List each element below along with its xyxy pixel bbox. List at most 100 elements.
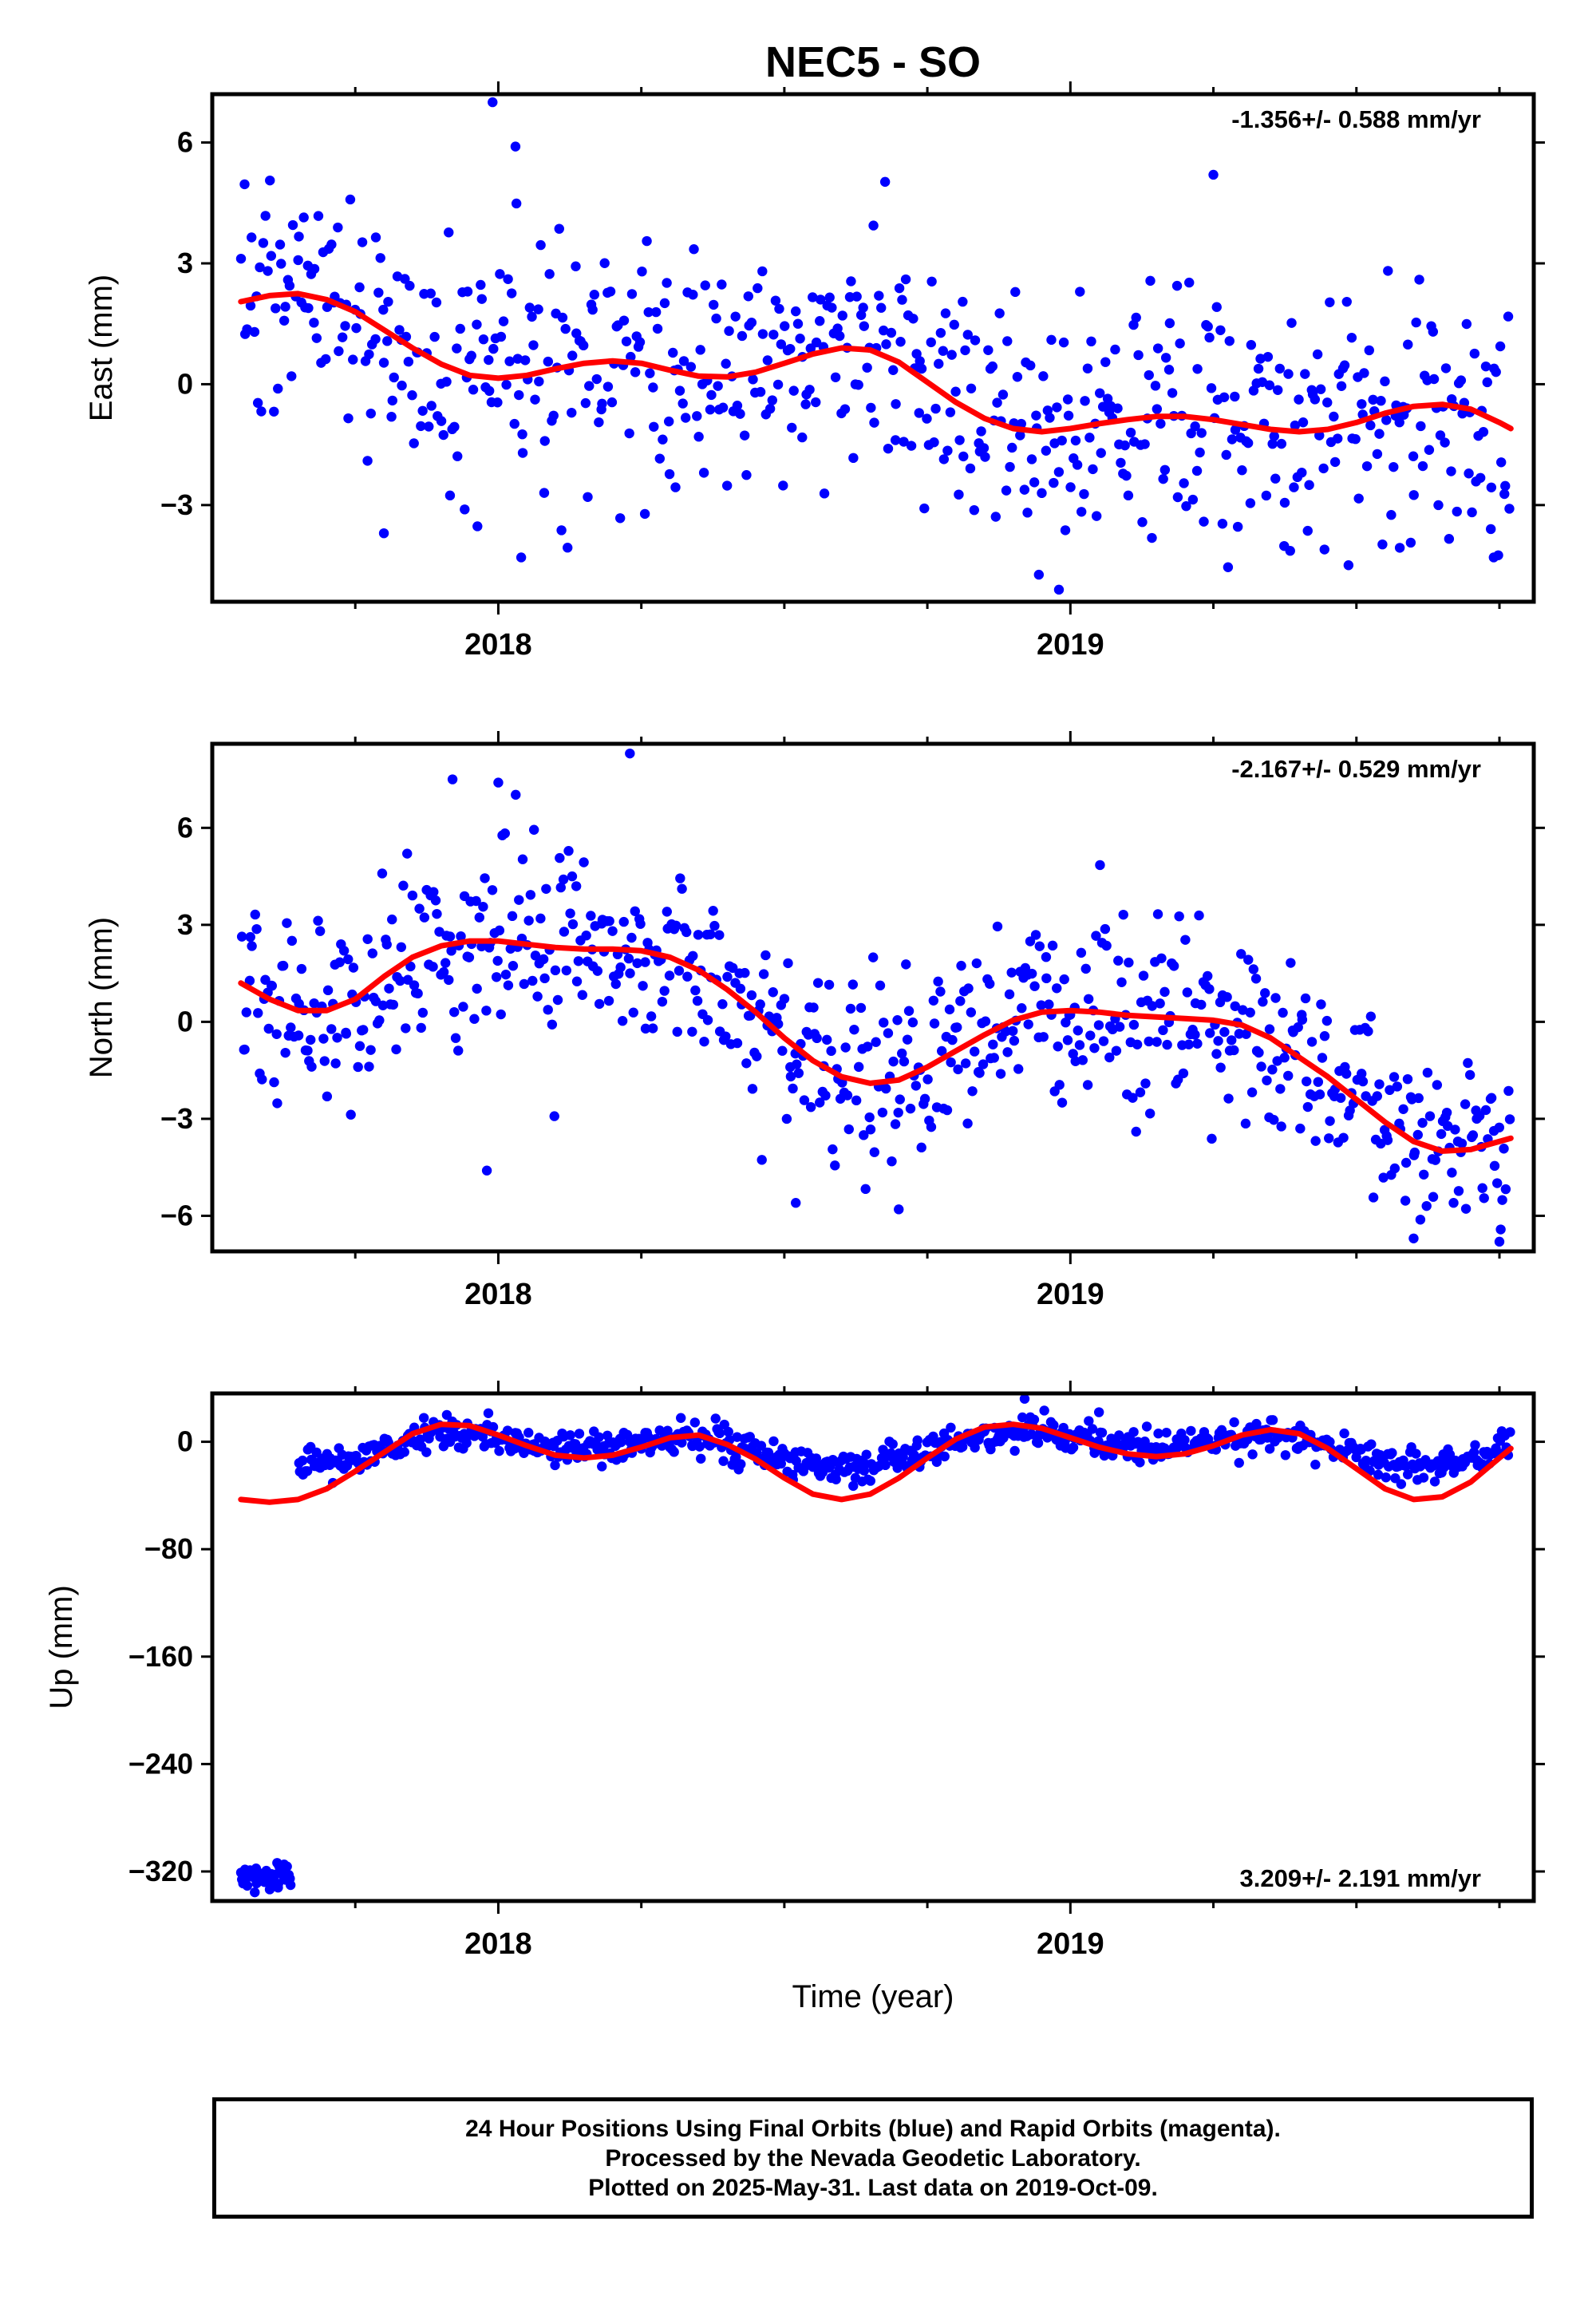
data-point — [1412, 1129, 1423, 1140]
data-point — [1237, 465, 1247, 476]
data-point — [1396, 1479, 1407, 1489]
data-point — [552, 994, 563, 1006]
data-point — [698, 468, 709, 478]
data-point — [1453, 1186, 1464, 1196]
figure-title: NEC5 - SO — [765, 38, 981, 86]
data-point — [1219, 392, 1230, 402]
data-point — [1353, 493, 1364, 504]
data-point — [438, 429, 448, 441]
data-point — [830, 372, 841, 382]
data-point — [974, 1068, 985, 1078]
data-point — [933, 976, 943, 987]
data-point — [348, 962, 359, 973]
data-point — [1382, 1135, 1393, 1145]
data-point — [322, 985, 334, 996]
data-point — [584, 381, 595, 391]
data-point — [1338, 1132, 1349, 1143]
data-point — [795, 334, 805, 344]
data-point — [416, 421, 426, 432]
data-point — [392, 271, 403, 282]
data-point — [574, 1429, 585, 1439]
y-tick-label: 0 — [177, 1425, 193, 1458]
data-point — [705, 929, 716, 940]
data-point — [1329, 411, 1339, 422]
data-point — [682, 971, 693, 982]
data-point — [409, 980, 420, 990]
data-point — [926, 276, 937, 287]
data-point — [399, 1447, 409, 1457]
data-point — [503, 980, 514, 990]
data-point — [1264, 380, 1275, 390]
data-point — [1478, 427, 1489, 437]
data-point — [1132, 1039, 1143, 1049]
data-point — [699, 1036, 709, 1047]
data-point — [1101, 940, 1112, 951]
data-point — [1118, 909, 1128, 920]
data-point — [255, 262, 265, 273]
data-point — [1155, 998, 1165, 1009]
data-point — [1339, 360, 1350, 370]
data-point-cluster — [250, 1887, 260, 1898]
data-point — [1222, 992, 1232, 1002]
data-point — [1070, 1056, 1080, 1066]
data-point — [862, 1041, 873, 1052]
data-point — [474, 912, 484, 923]
data-point — [890, 1119, 901, 1129]
data-point — [1229, 1045, 1239, 1056]
data-point — [508, 961, 519, 971]
data-point — [514, 389, 524, 401]
data-point — [916, 1142, 926, 1153]
data-point — [550, 965, 561, 976]
data-point — [1254, 1047, 1264, 1058]
data-point — [333, 222, 343, 233]
data-point-outlier — [510, 141, 521, 152]
data-point — [1432, 1080, 1443, 1090]
data-point — [869, 417, 879, 428]
data-point — [1495, 1224, 1506, 1235]
data-point — [514, 895, 524, 905]
data-point — [535, 239, 546, 251]
data-point — [395, 975, 405, 986]
data-point — [1470, 1440, 1480, 1450]
data-point — [1152, 909, 1163, 919]
data-point — [900, 274, 911, 285]
x-tick-label: 2019 — [1037, 1278, 1104, 1311]
data-point — [1182, 987, 1193, 998]
data-point — [1313, 1077, 1324, 1087]
data-point — [1223, 1093, 1234, 1104]
data-point — [662, 278, 672, 288]
data-point — [1279, 497, 1290, 508]
data-point — [1383, 266, 1393, 276]
data-point — [504, 356, 515, 366]
data-point — [1183, 1039, 1194, 1049]
data-point — [397, 380, 407, 391]
data-point — [837, 310, 847, 321]
data-point — [926, 1121, 937, 1132]
data-point — [367, 948, 377, 958]
data-point — [1461, 318, 1472, 330]
data-point — [1230, 391, 1240, 402]
data-point — [874, 290, 884, 301]
data-point — [1306, 1037, 1317, 1047]
data-point — [1114, 1022, 1125, 1032]
data-point — [1159, 986, 1170, 998]
data-point — [530, 951, 541, 961]
data-point — [444, 227, 454, 238]
data-point — [966, 1007, 977, 1018]
data-point — [425, 288, 436, 298]
data-point — [244, 975, 255, 986]
data-point — [735, 983, 746, 994]
data-point — [357, 237, 368, 247]
data-point — [476, 941, 487, 952]
data-point — [669, 1447, 679, 1457]
data-point — [768, 1436, 779, 1447]
data-point — [1054, 1080, 1065, 1090]
data-point — [855, 310, 867, 320]
data-point — [717, 402, 729, 413]
data-point — [1058, 337, 1069, 348]
data-point — [1019, 484, 1030, 495]
data-point — [1145, 275, 1156, 287]
data-point — [1422, 1067, 1433, 1078]
data-point — [677, 883, 687, 894]
data-point — [441, 377, 452, 387]
